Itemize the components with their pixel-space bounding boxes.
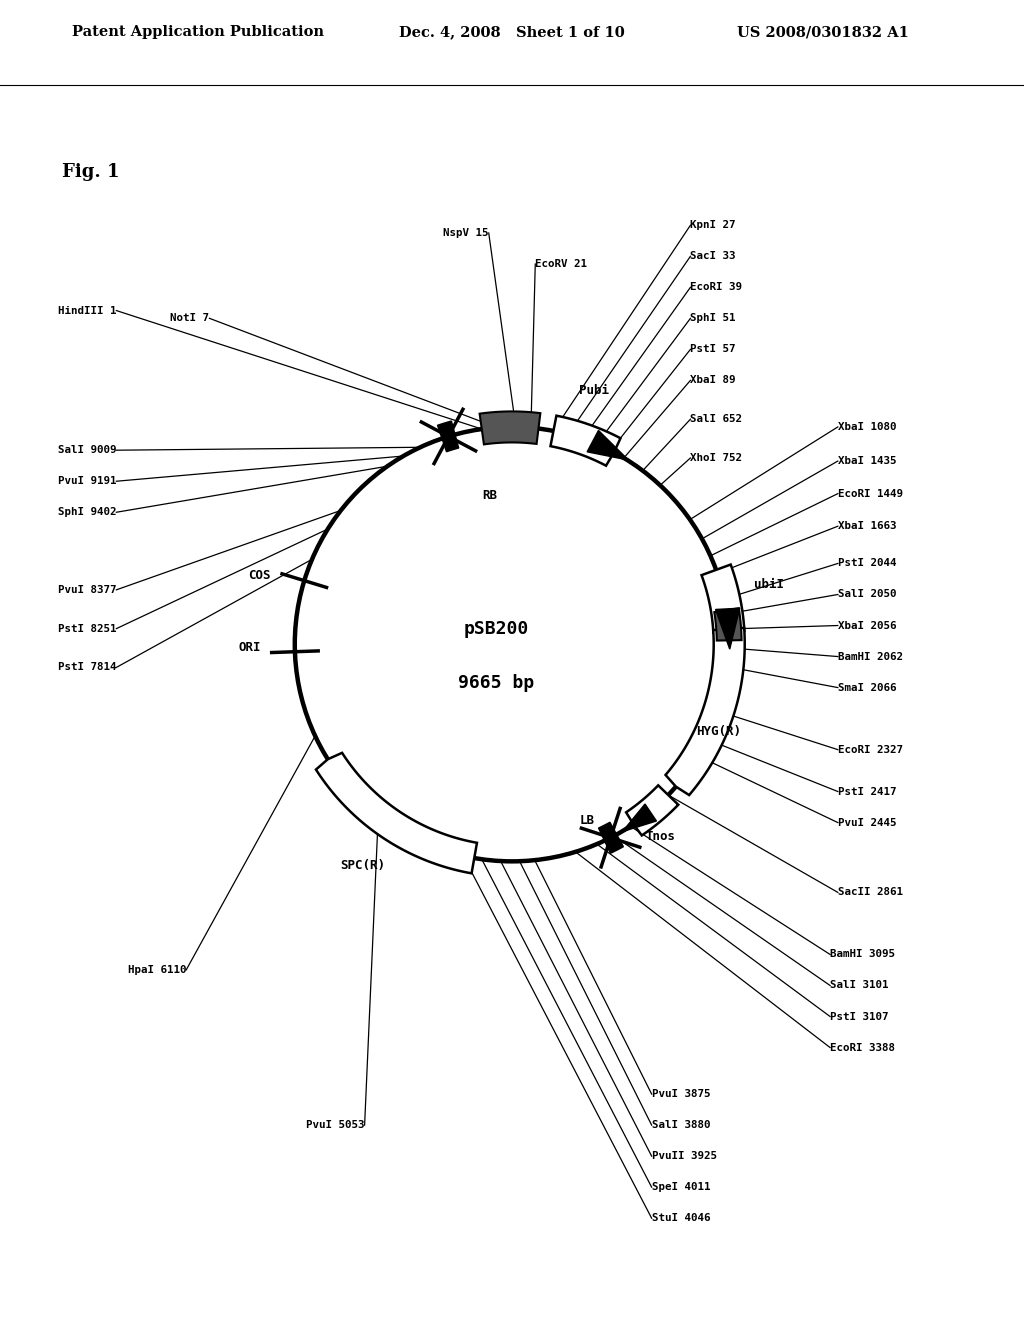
Text: Fig. 1: Fig. 1 (62, 164, 120, 181)
Text: Tnos: Tnos (645, 830, 675, 842)
Text: RB: RB (482, 488, 497, 502)
Text: HindIII 1: HindIII 1 (58, 305, 117, 315)
Text: EcoRI 2327: EcoRI 2327 (838, 744, 903, 755)
Polygon shape (551, 416, 621, 466)
Text: XbaI 1663: XbaI 1663 (838, 521, 896, 531)
Text: SphI 9402: SphI 9402 (58, 507, 117, 517)
Text: SacII 2861: SacII 2861 (838, 887, 903, 898)
Text: PstI 2044: PstI 2044 (838, 558, 896, 569)
Text: EcoRV 21: EcoRV 21 (536, 259, 588, 269)
Polygon shape (587, 430, 629, 461)
Text: SpeI 4011: SpeI 4011 (651, 1183, 710, 1192)
Text: BamHI 3095: BamHI 3095 (830, 949, 895, 960)
Polygon shape (316, 752, 477, 874)
Text: BamHI 2062: BamHI 2062 (838, 652, 903, 661)
Text: SacI 33: SacI 33 (690, 251, 736, 261)
Text: PvuI 5053: PvuI 5053 (306, 1121, 365, 1130)
Text: PstI 8251: PstI 8251 (58, 623, 117, 634)
Text: pSB200: pSB200 (464, 619, 529, 638)
Text: SPC(R): SPC(R) (340, 859, 385, 873)
Text: EcoRI 3388: EcoRI 3388 (830, 1043, 895, 1052)
Text: XhoI 752: XhoI 752 (690, 453, 742, 463)
Text: PvuI 3875: PvuI 3875 (651, 1089, 710, 1100)
Text: StuI 4046: StuI 4046 (651, 1213, 710, 1224)
Text: SmaI 2066: SmaI 2066 (838, 682, 896, 693)
Text: SalI 3101: SalI 3101 (830, 981, 889, 990)
Text: PstI 57: PstI 57 (690, 345, 736, 354)
Text: Patent Application Publication: Patent Application Publication (72, 25, 324, 40)
Text: HpaI 6110: HpaI 6110 (128, 965, 186, 975)
Text: HYG(R): HYG(R) (696, 725, 741, 738)
Text: SalI 2050: SalI 2050 (838, 590, 896, 599)
Polygon shape (701, 565, 744, 632)
Polygon shape (599, 822, 624, 853)
Text: EcoRI 39: EcoRI 39 (690, 282, 742, 292)
Polygon shape (623, 804, 656, 832)
Text: US 2008/0301832 A1: US 2008/0301832 A1 (737, 25, 909, 40)
Polygon shape (666, 628, 744, 795)
Text: XbaI 2056: XbaI 2056 (838, 620, 896, 631)
Polygon shape (626, 785, 678, 836)
Text: SalI 3880: SalI 3880 (651, 1121, 710, 1130)
Text: Pubi: Pubi (580, 384, 609, 397)
Text: 9665 bp: 9665 bp (459, 675, 535, 692)
Polygon shape (479, 412, 541, 445)
Text: KpnI 27: KpnI 27 (690, 220, 736, 230)
Text: SalI 9009: SalI 9009 (58, 445, 117, 455)
Text: ubiI: ubiI (754, 578, 784, 591)
Text: COS: COS (248, 569, 270, 582)
Text: PvuI 9191: PvuI 9191 (58, 477, 117, 486)
Text: LB: LB (580, 814, 594, 828)
Text: SphI 51: SphI 51 (690, 313, 736, 323)
Text: SalI 652: SalI 652 (690, 414, 742, 424)
Text: Dec. 4, 2008   Sheet 1 of 10: Dec. 4, 2008 Sheet 1 of 10 (399, 25, 625, 40)
Text: PvuII 3925: PvuII 3925 (651, 1151, 717, 1162)
Text: NspV 15: NspV 15 (443, 228, 488, 238)
Text: PstI 7814: PstI 7814 (58, 663, 117, 672)
Text: ORI: ORI (239, 640, 261, 653)
Text: EcoRI 1449: EcoRI 1449 (838, 488, 903, 499)
Polygon shape (715, 609, 741, 640)
Text: PvuI 2445: PvuI 2445 (838, 817, 896, 828)
Text: XbaI 89: XbaI 89 (690, 375, 736, 385)
Text: PstI 3107: PstI 3107 (830, 1011, 889, 1022)
Polygon shape (716, 609, 739, 649)
Text: PstI 2417: PstI 2417 (838, 787, 896, 796)
Text: NotI 7: NotI 7 (170, 313, 210, 323)
Polygon shape (437, 421, 459, 451)
Text: XbaI 1435: XbaI 1435 (838, 457, 896, 466)
Text: XbaI 1080: XbaI 1080 (838, 422, 896, 432)
Text: PvuI 8377: PvuI 8377 (58, 585, 117, 595)
